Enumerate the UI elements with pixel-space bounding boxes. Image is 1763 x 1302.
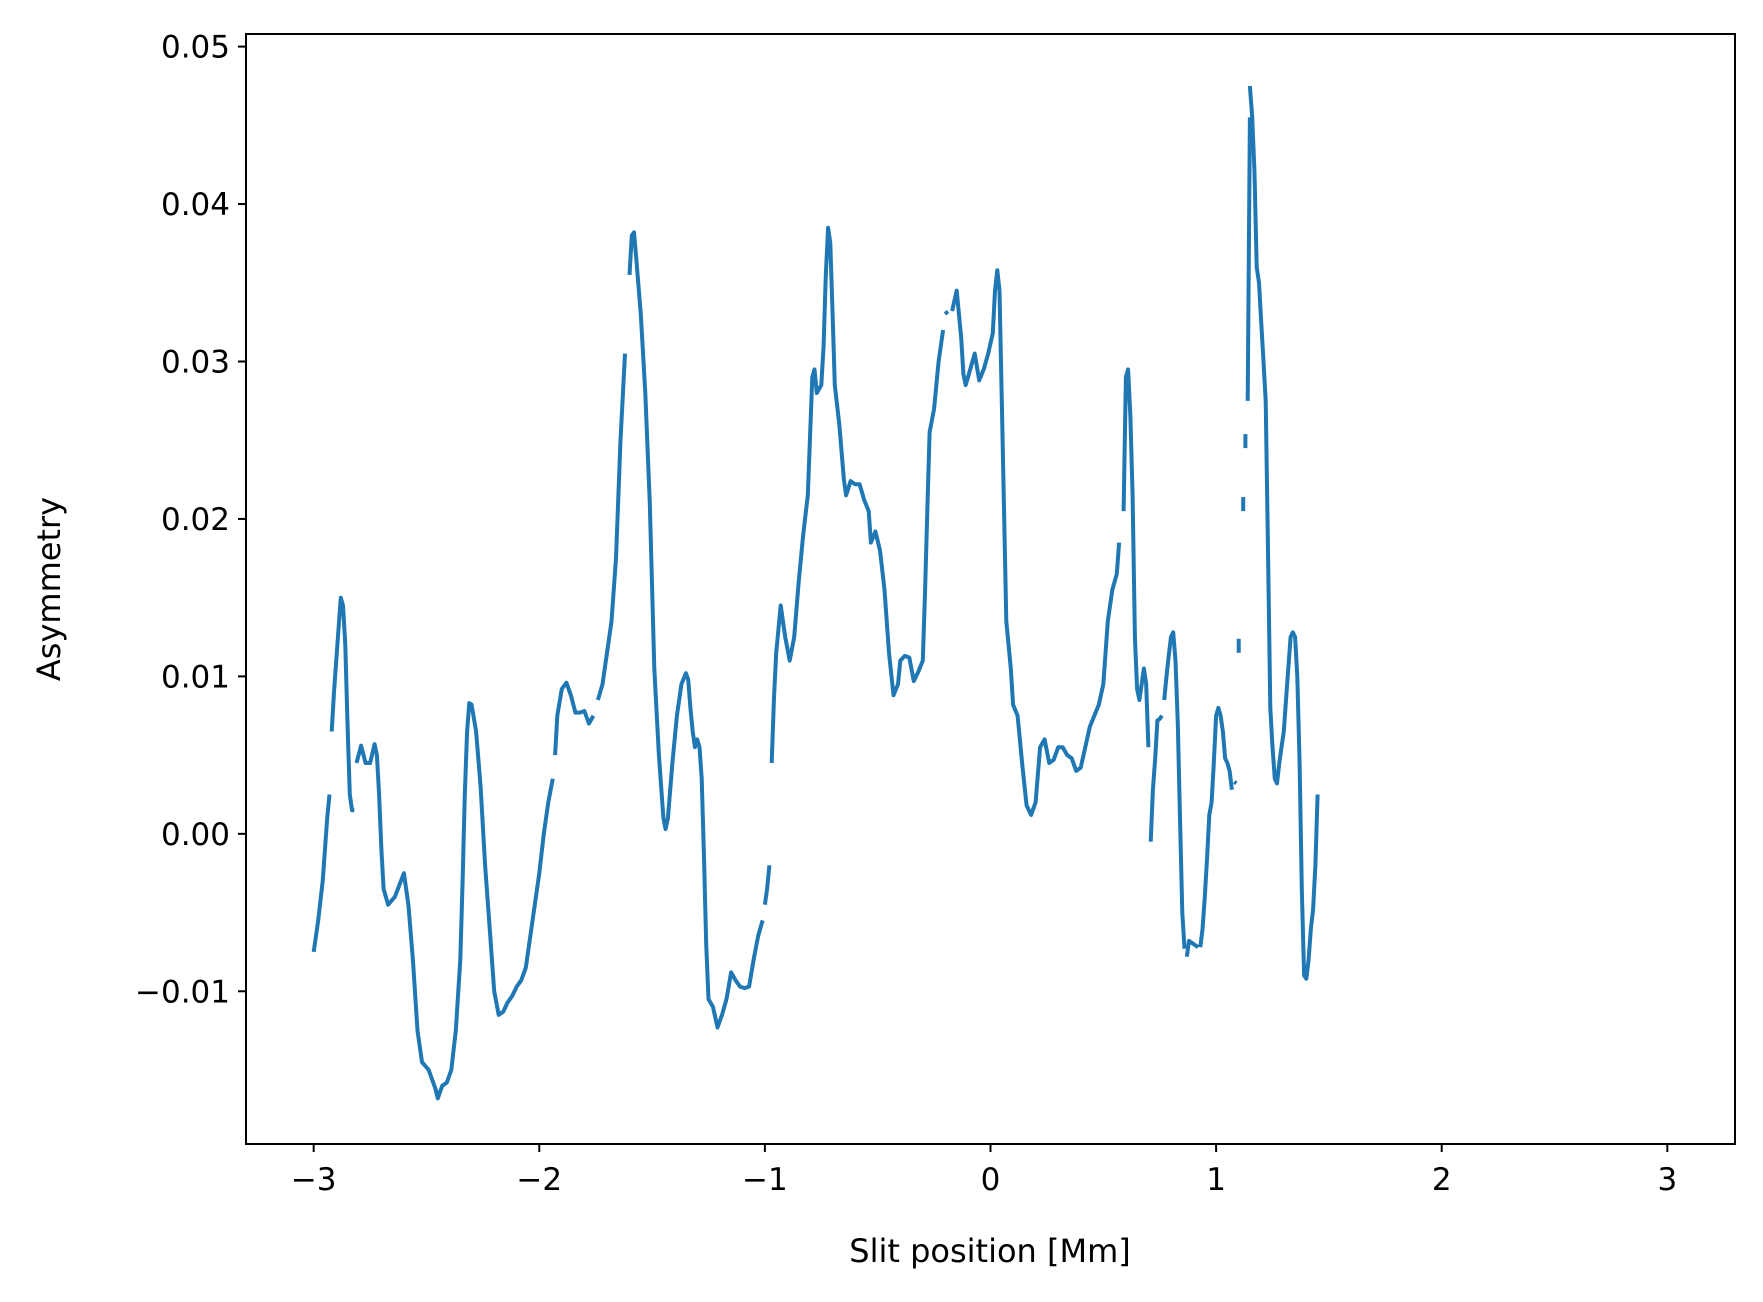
series-line-segment — [769, 225, 946, 764]
series-line-segment — [943, 309, 950, 316]
series-line-segment — [1184, 938, 1200, 957]
y-tick-label: 0.02 — [161, 502, 230, 538]
x-tick-label: −1 — [742, 1162, 788, 1198]
y-tick-label: 0.03 — [161, 344, 230, 380]
y-tick-label: 0.01 — [161, 659, 230, 695]
series-line-segment — [595, 353, 627, 701]
x-axis-ticks: −3 −2 −1 0 1 2 3 — [291, 1144, 1677, 1198]
x-tick-label: 1 — [1206, 1162, 1226, 1198]
y-tick-label: 0.05 — [161, 30, 230, 66]
series-line-segment — [1245, 117, 1252, 401]
series-line-segment — [1233, 780, 1238, 786]
x-tick-label: −3 — [291, 1162, 337, 1198]
series-line-segment — [354, 701, 555, 1101]
x-tick-label: 0 — [981, 1162, 1001, 1198]
series-line-segment — [1121, 367, 1151, 748]
series-line-segment — [1162, 630, 1187, 949]
series-line-segment — [553, 680, 596, 756]
series-line-segment — [1148, 714, 1164, 842]
x-tick-label: −2 — [516, 1162, 562, 1198]
series-line-segment — [1247, 85, 1320, 981]
y-tick-label: −0.01 — [135, 974, 230, 1010]
plot-area — [311, 85, 1320, 1101]
y-axis-label: Asymmetry — [30, 497, 68, 681]
y-tick-label: 0.04 — [161, 187, 230, 223]
series-line-segment — [311, 794, 332, 953]
series-line-segment — [329, 595, 355, 813]
y-tick-label: 0.00 — [161, 817, 230, 853]
x-axis-label: Slit position [Mm] — [849, 1232, 1130, 1270]
x-tick-label: 2 — [1432, 1162, 1452, 1198]
series-line-segment — [950, 268, 1122, 817]
series-line-segment — [762, 865, 772, 905]
series-line-segment — [1198, 705, 1234, 948]
x-tick-label: 3 — [1657, 1162, 1677, 1198]
series-line-segment — [627, 230, 765, 1030]
y-axis-ticks: −0.01 0.00 0.01 0.02 0.03 0.04 0.05 — [135, 30, 246, 1010]
